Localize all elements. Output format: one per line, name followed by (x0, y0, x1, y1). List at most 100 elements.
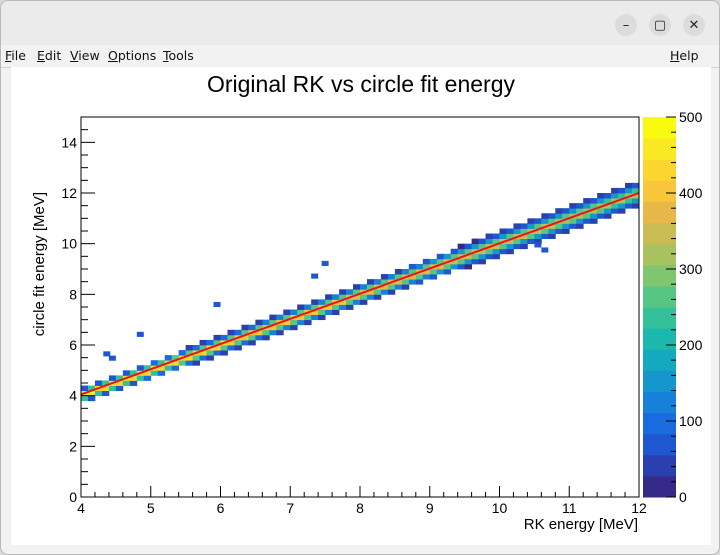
heatmap-cell (408, 279, 417, 285)
close-button[interactable]: ✕ (683, 14, 705, 36)
heatmap-cell (94, 380, 103, 386)
heatmap-cell (527, 233, 535, 239)
heatmap-cell (513, 243, 521, 250)
x-tick-label: 11 (562, 500, 577, 516)
menu-bar: File Edit View Options Tools Help (1, 45, 719, 68)
heatmap-cell (87, 390, 96, 397)
heatmap-cell (220, 334, 228, 341)
heatmap-cells (81, 182, 640, 402)
heatmap-cell (318, 299, 326, 305)
heatmap-cell (625, 182, 633, 189)
plot-canvas[interactable]: Original RK vs circle fit energy 4 5 6 7 8 9 1… (11, 67, 711, 545)
heatmap-cell (353, 299, 361, 305)
heatmap-cell (339, 299, 347, 305)
heatmap-cell (157, 365, 166, 371)
heatmap-cell (618, 193, 626, 199)
heatmap-cell (541, 228, 549, 234)
heatmap-cell (527, 218, 535, 224)
heatmap-cell (339, 294, 347, 300)
menu-tools[interactable]: Tools (163, 48, 194, 63)
heatmap-cell (618, 187, 626, 194)
outlier-cell (103, 351, 111, 357)
heatmap-cell (527, 238, 535, 245)
heatmap-cell (464, 248, 472, 255)
heatmap-cell (269, 324, 277, 331)
menu-file[interactable]: File (5, 48, 26, 63)
heatmap-cell (136, 365, 145, 371)
x-tick-label: 9 (426, 500, 434, 516)
menu-options[interactable]: Options (108, 48, 157, 63)
heatmap-cell (436, 269, 445, 275)
heatmap-cell (311, 309, 319, 315)
heatmap-cell (325, 294, 333, 300)
plot-frame (80, 116, 640, 498)
y-tick-label: 0 (69, 489, 77, 505)
heatmap-cell (192, 345, 200, 351)
menu-edit[interactable]: Edit (37, 48, 62, 63)
heatmap-cell (457, 263, 466, 270)
heatmap-cell (625, 198, 633, 204)
heatmap-cell (604, 208, 612, 214)
heatmap-cell (94, 390, 103, 397)
heatmap-cell (569, 203, 577, 209)
heatmap-cell (513, 223, 521, 229)
chart-title: Original RK vs circle fit energy (207, 71, 516, 97)
heatmap-cell (401, 279, 410, 285)
heatmap-cell (192, 360, 200, 366)
color-scale-swatch (643, 412, 676, 435)
heatmap-cell (297, 304, 305, 310)
heatmap-cell (255, 324, 263, 331)
heatmap-cell (499, 243, 507, 250)
heatmap-cell (597, 208, 605, 214)
minimize-button[interactable]: – (615, 14, 637, 36)
heatmap-cell (318, 314, 326, 321)
heatmap-cell (583, 203, 591, 209)
x-axis: 4 5 6 7 8 9 10 11 12 (77, 486, 647, 516)
heatmap-cell (373, 294, 382, 300)
heatmap-cell (297, 314, 305, 321)
heatmap-cell (555, 228, 563, 234)
heatmap-cell (276, 314, 284, 321)
heatmap-cell (115, 375, 124, 381)
heatmap-cell (115, 385, 124, 391)
menu-view[interactable]: View (70, 48, 100, 63)
heatmap-cell (506, 233, 514, 239)
heatmap-cell (562, 208, 570, 214)
heatmap-cell (597, 198, 605, 204)
menu-help[interactable]: Help (670, 48, 699, 63)
color-scale-swatch (643, 159, 676, 181)
x-tick-label: 5 (147, 500, 155, 516)
heatmap-cell (548, 213, 556, 219)
heatmap-cell (366, 294, 375, 300)
heatmap-cell (632, 182, 640, 189)
heatmap-cell (583, 198, 591, 204)
heatmap-cell (248, 334, 256, 341)
outlier-cell (534, 242, 542, 248)
color-scale (643, 117, 676, 498)
maximize-button[interactable]: ▢ (649, 14, 671, 36)
heatmap-cell (464, 258, 472, 265)
heatmap-cell (541, 213, 549, 219)
heatmap-cell (576, 223, 584, 229)
heatmap-cell (590, 208, 598, 214)
heatmap-cell (422, 269, 431, 275)
heatmap-cell (304, 304, 312, 310)
heatmap-cell (311, 304, 319, 310)
heatmap-cell (401, 284, 410, 290)
heatmap-cell (590, 218, 598, 224)
heatmap-cell (478, 243, 486, 250)
outlier-cell (541, 247, 549, 253)
heatmap-cell (311, 314, 319, 321)
heatmap-cell (332, 294, 340, 300)
heatmap-cell (478, 238, 486, 245)
heatmap-cell (450, 248, 459, 255)
heatmap-cell (632, 187, 640, 194)
heatmap-cell (199, 345, 207, 351)
heatmap-cell (234, 339, 242, 346)
heatmap-cell (262, 334, 270, 341)
heatmap-cell (199, 355, 207, 361)
heatmap-cell (562, 228, 570, 234)
heatmap-cell (562, 213, 570, 219)
heatmap-cell (129, 370, 138, 376)
heatmap-cell (611, 208, 619, 214)
